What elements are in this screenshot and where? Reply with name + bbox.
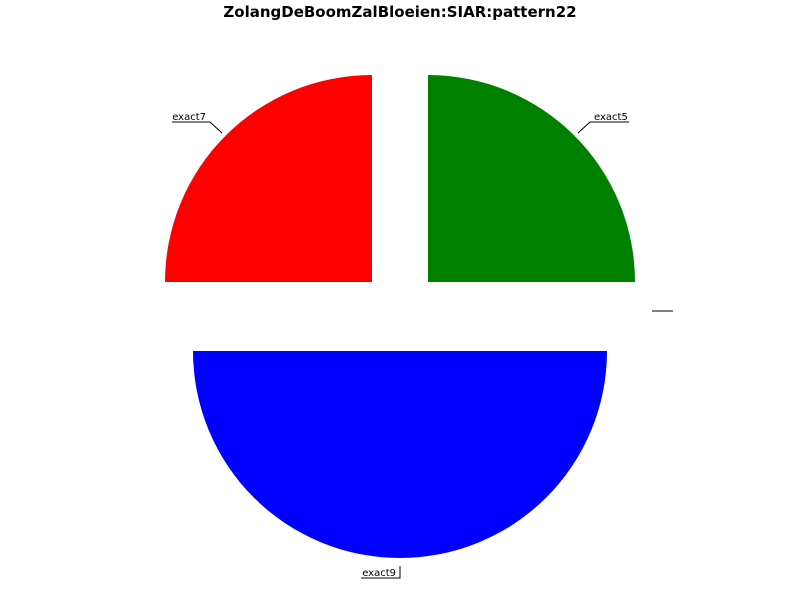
pie-slices: [165, 75, 635, 558]
pie-slice-exact7: [165, 75, 372, 282]
slice-label-exact5: exact5: [594, 112, 628, 123]
slice-label-exact7: exact7: [172, 112, 206, 123]
slice-label-exact9: exact9: [362, 568, 396, 579]
leader-line-exact7: [172, 121, 223, 134]
pie-labels: exact5 exact7 exact9: [172, 112, 629, 579]
pie-slice-exact9: [193, 351, 607, 558]
chart-title: ZolangDeBoomZalBloeien:SIAR:pattern22: [223, 3, 577, 21]
pie-slice-exact5: [428, 75, 635, 282]
leader-line-exact5: [577, 121, 629, 134]
leader-line-exact9: [361, 566, 401, 579]
